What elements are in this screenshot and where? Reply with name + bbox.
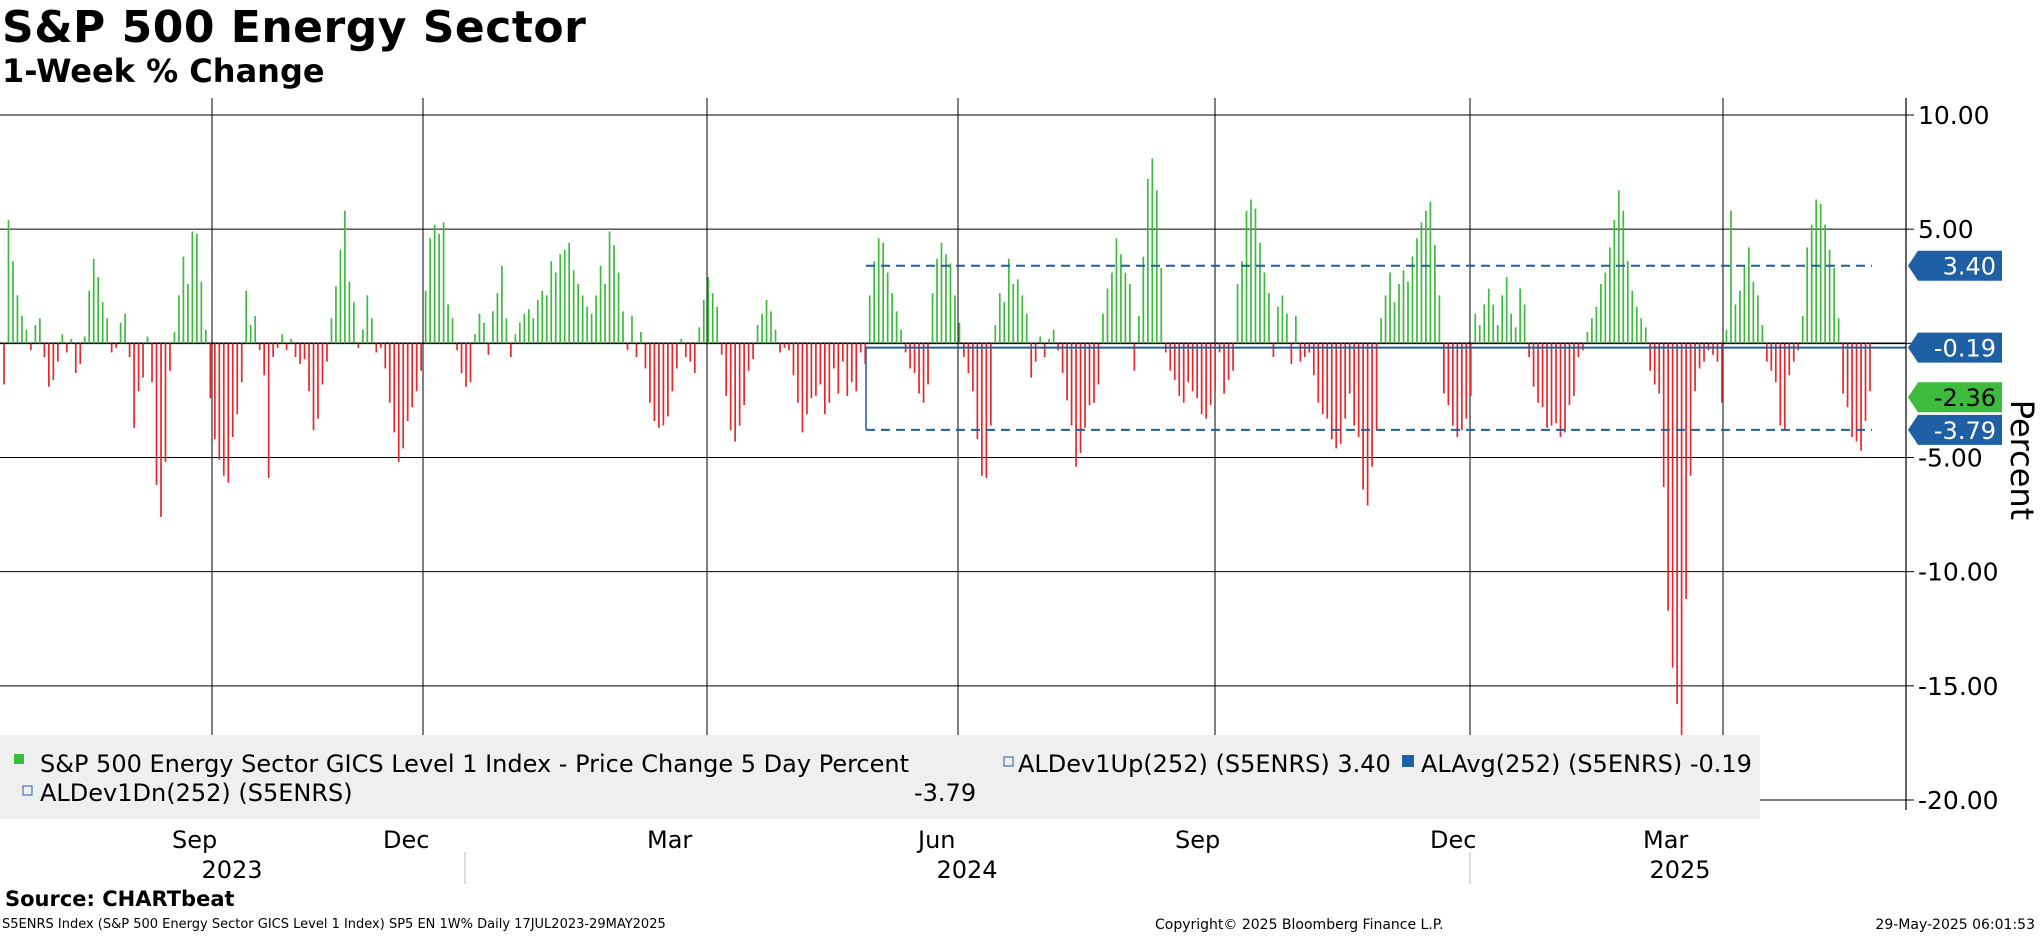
- x-year-label: 2023: [201, 856, 262, 884]
- grid: [0, 114, 1906, 801]
- svg-text:3.40: 3.40: [1943, 253, 1996, 281]
- x-tick-label: Sep: [1175, 826, 1220, 854]
- x-tick-label: Sep: [172, 826, 217, 854]
- legend-avg: ALAvg(252) (S5ENRS) -0.19: [1421, 750, 1752, 778]
- footer-timestamp: 29-May-2025 06:01:53: [1875, 917, 2035, 933]
- y-tick-label: -20.00: [1918, 786, 1999, 815]
- x-axis: Sep Dec Mar Jun Sep Dec Mar 2023 2024 2025: [172, 826, 1711, 884]
- legend-swatch-avg: [1402, 755, 1414, 767]
- legend-swatch-dev-down: [22, 785, 33, 796]
- y-tick-label: -15.00: [1918, 672, 1999, 701]
- footer-ticker-info: S5ENRS Index (S&P 500 Energy Sector GICS…: [2, 917, 666, 932]
- svg-text:-0.19: -0.19: [1934, 335, 1996, 363]
- x-tick-label: Dec: [1430, 826, 1476, 854]
- x-tick-label: Dec: [383, 826, 429, 854]
- y-tick-label: 10.00: [1918, 101, 1990, 130]
- y-axis: 10.00 5.00 -5.00 -10.00 -15.00 -20.00: [1905, 98, 1999, 815]
- x-tick-label: Jun: [916, 826, 956, 854]
- legend-dev-down: ALDev1Dn(252) (S5ENRS): [40, 779, 353, 807]
- legend-dev-down-value: -3.79: [914, 779, 976, 807]
- bars: [3, 158, 1871, 746]
- vertical-grid: [211, 98, 1724, 808]
- svg-text:-3.79: -3.79: [1934, 417, 1996, 445]
- chart-subtitle: 1-Week % Change: [2, 52, 325, 90]
- footer-copyright: Copyright© 2025 Bloomberg Finance L.P.: [1155, 917, 1444, 933]
- x-tick-label: Mar: [647, 826, 692, 854]
- band-lines: [865, 264, 1906, 431]
- tag-last-value: -2.36: [1908, 382, 2002, 413]
- x-tick-label: Mar: [1643, 826, 1688, 854]
- legend-dev-up: ALDev1Up(252) (S5ENRS) 3.40: [1018, 750, 1391, 778]
- legend-swatch-dev-up: [1003, 756, 1014, 767]
- tag-dev-up: 3.40: [1908, 250, 2002, 281]
- legend-swatch-series: [14, 754, 24, 764]
- y-tick-label: -5.00: [1918, 444, 1983, 473]
- value-tags: 3.40 -0.19 -2.36 -3.79: [1908, 250, 2002, 445]
- source-label: Source: CHARTbeat: [5, 887, 235, 911]
- x-year-label: 2025: [1649, 856, 1710, 884]
- tag-dev-down: -3.79: [1908, 414, 2002, 445]
- tag-average: -0.19: [1908, 332, 2002, 363]
- y-tick-label: 5.00: [1918, 215, 1974, 244]
- legend-series: S&P 500 Energy Sector GICS Level 1 Index…: [40, 750, 909, 778]
- svg-text:-2.36: -2.36: [1934, 384, 1996, 412]
- legend: S&P 500 Energy Sector GICS Level 1 Index…: [0, 735, 1760, 819]
- y-axis-label: Percent: [2003, 400, 2041, 520]
- x-year-label: 2024: [936, 856, 997, 884]
- y-tick-label: -10.00: [1918, 558, 1999, 587]
- chart-title: S&P 500 Energy Sector: [2, 2, 587, 53]
